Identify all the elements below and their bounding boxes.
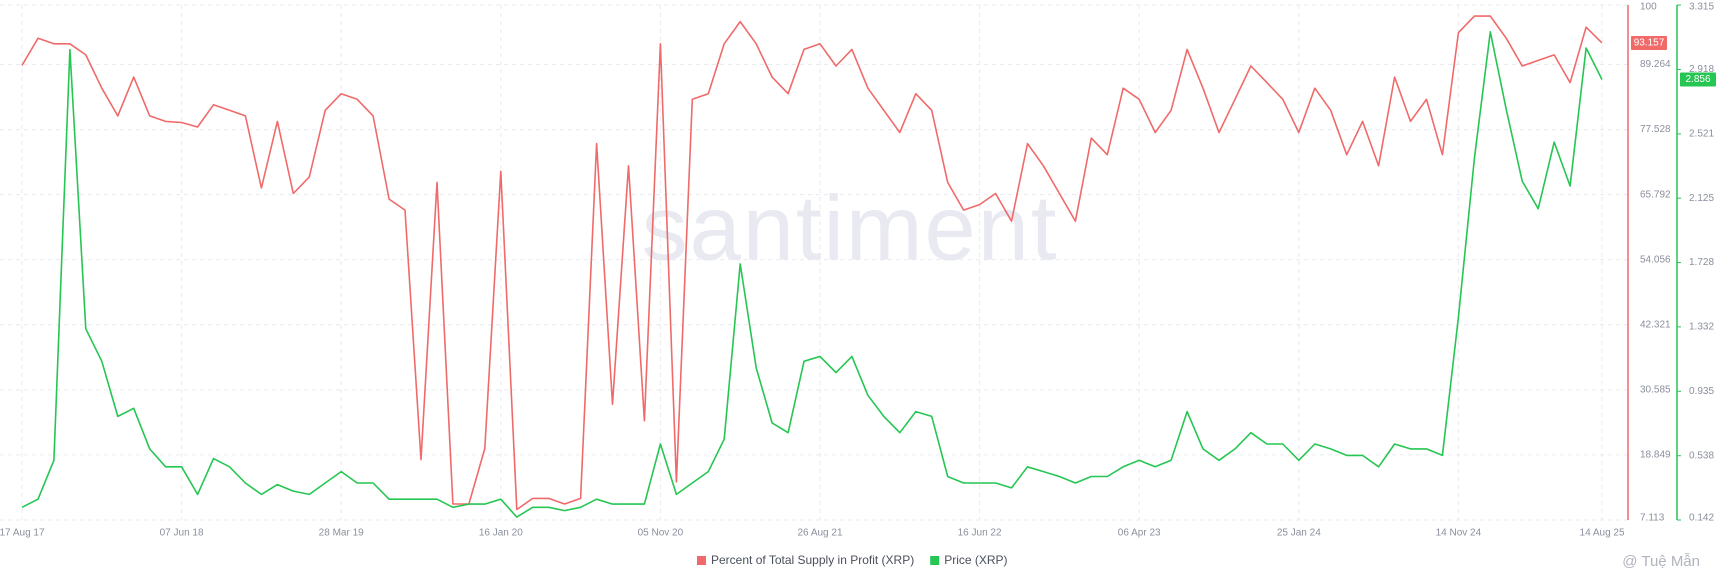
y-tick-label: 100 — [1640, 2, 1657, 13]
y2-tick-label: 0.142 — [1689, 513, 1714, 524]
value-tag — [1631, 35, 1667, 50]
y2-tick-label: 2.918 — [1689, 64, 1714, 75]
watermark: santiment — [642, 177, 1059, 279]
legend-swatch — [697, 556, 706, 565]
x-tick-label: 17 Aug 17 — [0, 528, 45, 539]
y2-tick-label: 3.315 — [1689, 2, 1714, 13]
y2-tick-label: 2.521 — [1689, 129, 1714, 140]
x-tick-label: 16 Jun 22 — [958, 528, 1002, 539]
credit: @ Tuệ Mẫn — [1622, 553, 1700, 570]
legend-label: Percent of Total Supply in Profit (XRP) — [711, 553, 914, 567]
x-tick-label: 26 Aug 21 — [797, 528, 842, 539]
y2-tick-label: 0.538 — [1689, 450, 1714, 461]
y-tick-label: 42.321 — [1640, 319, 1671, 330]
x-tick-label: 25 Jan 24 — [1277, 528, 1321, 539]
y-tick-label: 7.113 — [1640, 513, 1665, 524]
value-tag-label: 2.856 — [1685, 74, 1710, 85]
x-tick-label: 07 Jun 18 — [160, 528, 204, 539]
x-tick-label: 14 Nov 24 — [1436, 528, 1482, 539]
y-tick-label: 65.792 — [1640, 189, 1671, 200]
y-tick-label: 54.056 — [1640, 254, 1671, 265]
x-tick-label: 05 Nov 20 — [638, 528, 684, 539]
x-tick-label: 06 Apr 23 — [1118, 528, 1161, 539]
x-tick-label: 28 Mar 19 — [319, 528, 364, 539]
y2-tick-label: 1.332 — [1689, 321, 1714, 332]
x-tick-label: 14 Aug 25 — [1580, 528, 1625, 539]
value-tag — [1680, 72, 1716, 87]
y2-tick-label: 1.728 — [1689, 257, 1714, 268]
series-line — [21, 15, 1603, 511]
series-line — [21, 31, 1603, 518]
y2-tick-label: 2.125 — [1689, 193, 1714, 204]
x-tick-label: 16 Jan 20 — [479, 528, 523, 539]
legend-swatch — [930, 556, 940, 565]
y-tick-label: 77.528 — [1640, 124, 1671, 135]
y-tick-label: 30.585 — [1640, 385, 1671, 396]
y-tick-label: 18.849 — [1640, 450, 1671, 461]
legend-label: Price (XRP) — [944, 553, 1007, 567]
y-tick-label: 89.264 — [1640, 59, 1671, 70]
value-tag-label: 93.157 — [1634, 38, 1665, 49]
y2-tick-label: 0.935 — [1689, 386, 1714, 397]
